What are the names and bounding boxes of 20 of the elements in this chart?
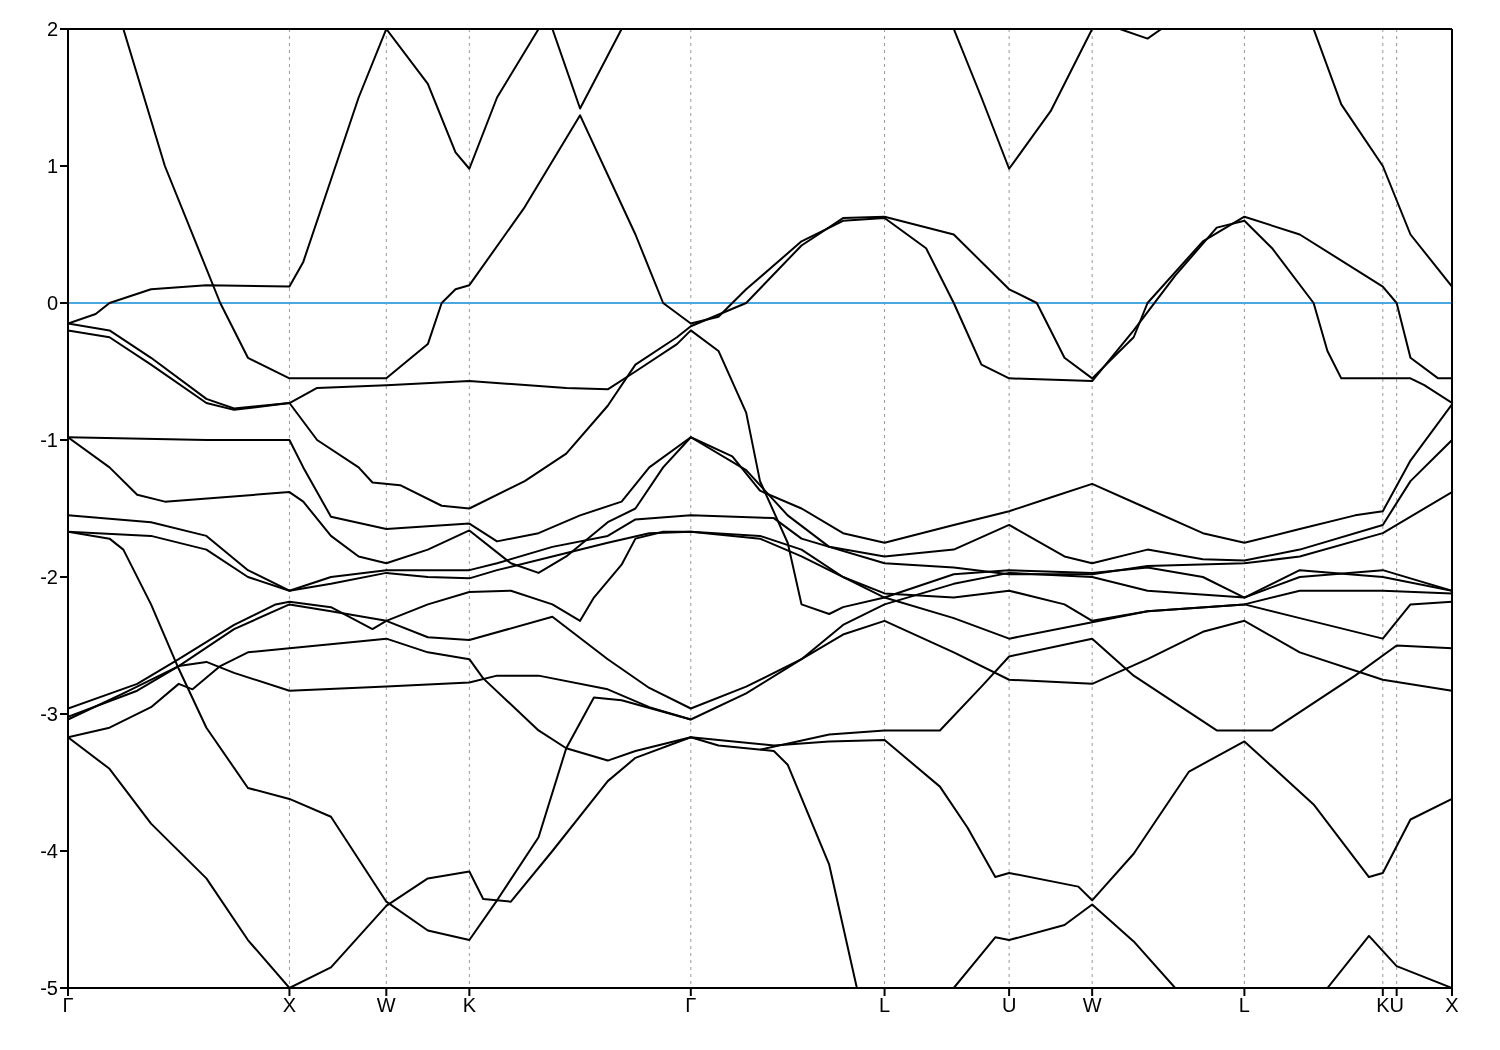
x-tick-label: X — [1445, 994, 1459, 1017]
y-tick-label: 2 — [46, 18, 58, 41]
x-tick-label: K — [1376, 994, 1391, 1017]
x-tick-label: Γ — [62, 994, 74, 1017]
x-tick-label: U — [1389, 994, 1404, 1017]
y-tick-label: -2 — [40, 566, 58, 589]
x-tick-label: K — [462, 994, 477, 1017]
y-tick-label: -3 — [40, 703, 58, 726]
y-tick-label: -5 — [40, 977, 58, 1000]
x-tick-label: X — [282, 994, 297, 1017]
x-tick-label: W — [1082, 994, 1102, 1017]
x-tick-label: Γ — [685, 994, 697, 1017]
x-tick-label: W — [376, 994, 396, 1017]
y-tick-label: 1 — [46, 155, 58, 178]
y-tick-label: -1 — [40, 429, 58, 452]
x-tick-label: L — [1238, 994, 1250, 1017]
y-tick-label: -4 — [40, 840, 58, 863]
y-tick-label: 0 — [46, 292, 58, 315]
x-tick-label: L — [879, 994, 891, 1017]
x-tick-label: U — [1001, 994, 1017, 1017]
